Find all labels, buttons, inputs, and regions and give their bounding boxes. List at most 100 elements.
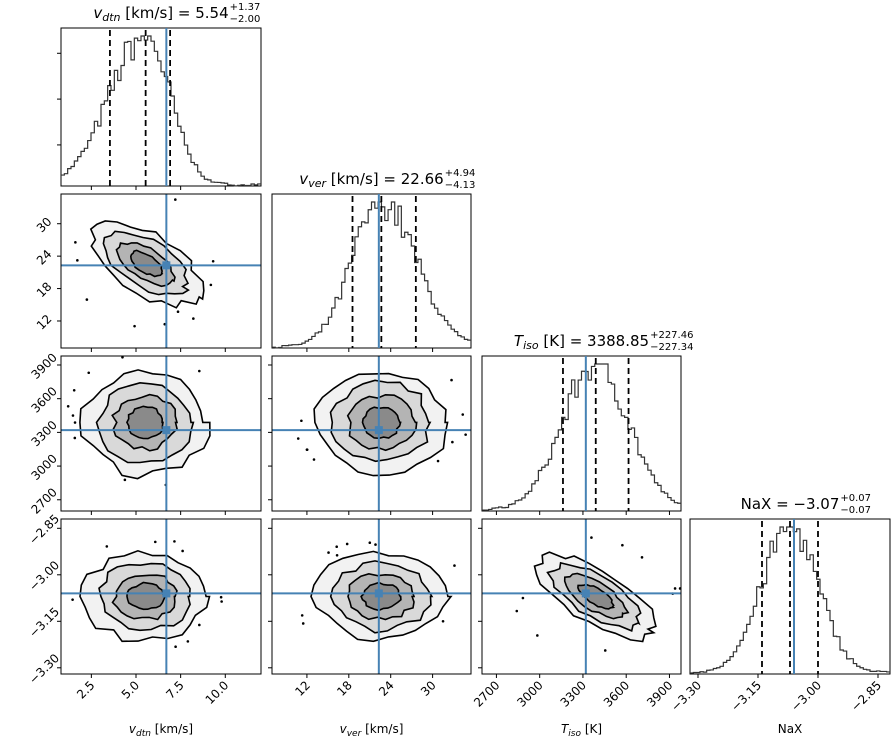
outlier-point	[198, 369, 201, 373]
title-minus-error: −227.34	[650, 342, 693, 353]
x-tick-label: 7.5	[163, 678, 186, 701]
outlier-point	[451, 440, 454, 444]
x-tick-label: 18	[334, 678, 355, 699]
x-tick-label: 5.0	[119, 678, 142, 701]
x-tick-label: 2700	[471, 678, 502, 709]
outlier-point	[312, 458, 316, 461]
outlier-point	[436, 459, 440, 463]
y-tick-label: 3000	[28, 451, 59, 482]
outlier-point	[521, 596, 525, 600]
outlier-point	[621, 543, 624, 547]
title-vdtn: vdtn [km/s] = 5.54	[93, 4, 228, 24]
title-minus-error: −2.00	[230, 14, 261, 25]
outlier-point	[464, 433, 467, 436]
panel-border	[60, 355, 262, 512]
outlier-point	[515, 609, 519, 613]
xlabel-NaX: NaX	[778, 722, 803, 736]
outlier-point	[181, 549, 184, 553]
y-tick-label: −3.00	[26, 558, 62, 594]
x-tick-label: 3600	[601, 678, 632, 709]
y-tick-label: −2.85	[26, 512, 62, 548]
outlier-point	[209, 283, 213, 287]
title-vver: vver [km/s] = 22.66	[299, 170, 443, 190]
outlier-point	[305, 448, 309, 451]
x-tick-label: −2.85	[848, 678, 884, 714]
panel-frame	[60, 27, 262, 187]
x-tick-label: −3.00	[788, 678, 824, 714]
panel-border	[271, 355, 472, 512]
outlier-point	[220, 600, 223, 603]
outlier-point	[450, 378, 453, 382]
outlier-point	[73, 436, 77, 440]
panel-vdtn-vs-vdtn	[57, 27, 262, 190]
contour-level-3	[126, 581, 167, 611]
outlier-point	[153, 540, 157, 544]
title-plus-error: +1.37	[230, 2, 261, 13]
y-tick-label: 3300	[28, 418, 59, 449]
outlier-point	[71, 598, 74, 601]
outlier-point	[453, 564, 456, 567]
panel-frame	[271, 193, 472, 349]
title-plus-error: +0.07	[840, 493, 871, 504]
y-tick-label: −3.15	[26, 605, 62, 641]
histogram-vver	[272, 201, 471, 349]
xlabel-vdtn: vdtn [km/s]	[129, 722, 193, 739]
panel-frame	[481, 355, 682, 512]
outlier-point	[301, 622, 305, 625]
y-tick-label: 30	[34, 215, 55, 236]
y-tick-label: 3600	[28, 384, 59, 415]
y-tick-label: −3.30	[26, 651, 62, 687]
outlier-point	[219, 595, 223, 599]
title-plus-error: +227.46	[650, 330, 693, 341]
xlabel-vver: vver [km/s]	[340, 722, 404, 739]
x-tick-label: 3000	[514, 678, 545, 709]
truth-marker	[162, 589, 171, 598]
outlier-point	[174, 645, 177, 648]
outlier-point	[133, 324, 136, 328]
outlier-point	[673, 587, 677, 590]
panel-vver-vs-vdtn: 12 18 24 30	[34, 193, 262, 352]
y-tick-label: 3900	[28, 350, 59, 381]
outlier-point	[211, 259, 215, 263]
outlier-point	[335, 553, 339, 557]
panel-NaX-vs-vver: 12 18 24 30	[268, 518, 472, 699]
title-Tiso: Tiso [K] = 3388.85	[514, 332, 649, 352]
outlier-point	[72, 388, 76, 392]
truth-marker	[374, 589, 383, 598]
outlier-point	[640, 556, 644, 559]
outlier-point	[176, 310, 180, 314]
y-tick-label: 12	[34, 312, 55, 333]
panel-Tiso-vs-Tiso	[481, 355, 682, 515]
outlier-point	[536, 634, 539, 637]
outlier-point	[174, 198, 177, 201]
panel-vver-vs-vver	[271, 193, 472, 352]
x-tick-label: 2.5	[74, 678, 97, 701]
panel-border	[481, 518, 682, 675]
outlier-point	[300, 419, 303, 423]
outlier-point	[85, 298, 89, 301]
outlier-point	[296, 437, 300, 440]
x-tick-label: 12	[292, 678, 313, 699]
panel-NaX-vs-vdtn: 2.5 5.0 7.5 10.0 −3.30 −3.15 −3.00 −2.85	[26, 512, 262, 707]
title-NaX: NaX = −3.07	[741, 495, 840, 513]
title-minus-error: −0.07	[840, 505, 871, 516]
outlier-point	[76, 259, 79, 262]
outlier-point	[173, 540, 176, 543]
truth-marker	[162, 426, 171, 435]
x-tick-label: 3300	[558, 678, 589, 709]
outlier-point	[123, 478, 127, 482]
outlier-point	[73, 421, 77, 424]
outlier-point	[71, 414, 75, 417]
panel-border	[60, 518, 262, 675]
x-tick-label: −3.15	[728, 678, 764, 714]
outlier-point	[345, 542, 349, 546]
outlier-point	[590, 536, 593, 539]
outlier-point	[105, 545, 109, 548]
panel-NaX-vs-Tiso: 2700 3000 3300 3600 3900	[471, 518, 682, 710]
x-tick-label: 30	[418, 678, 439, 699]
outlier-point	[461, 413, 465, 416]
x-tick-label: 10.0	[203, 678, 232, 707]
outlier-point	[335, 545, 338, 549]
outlier-point	[603, 649, 607, 652]
